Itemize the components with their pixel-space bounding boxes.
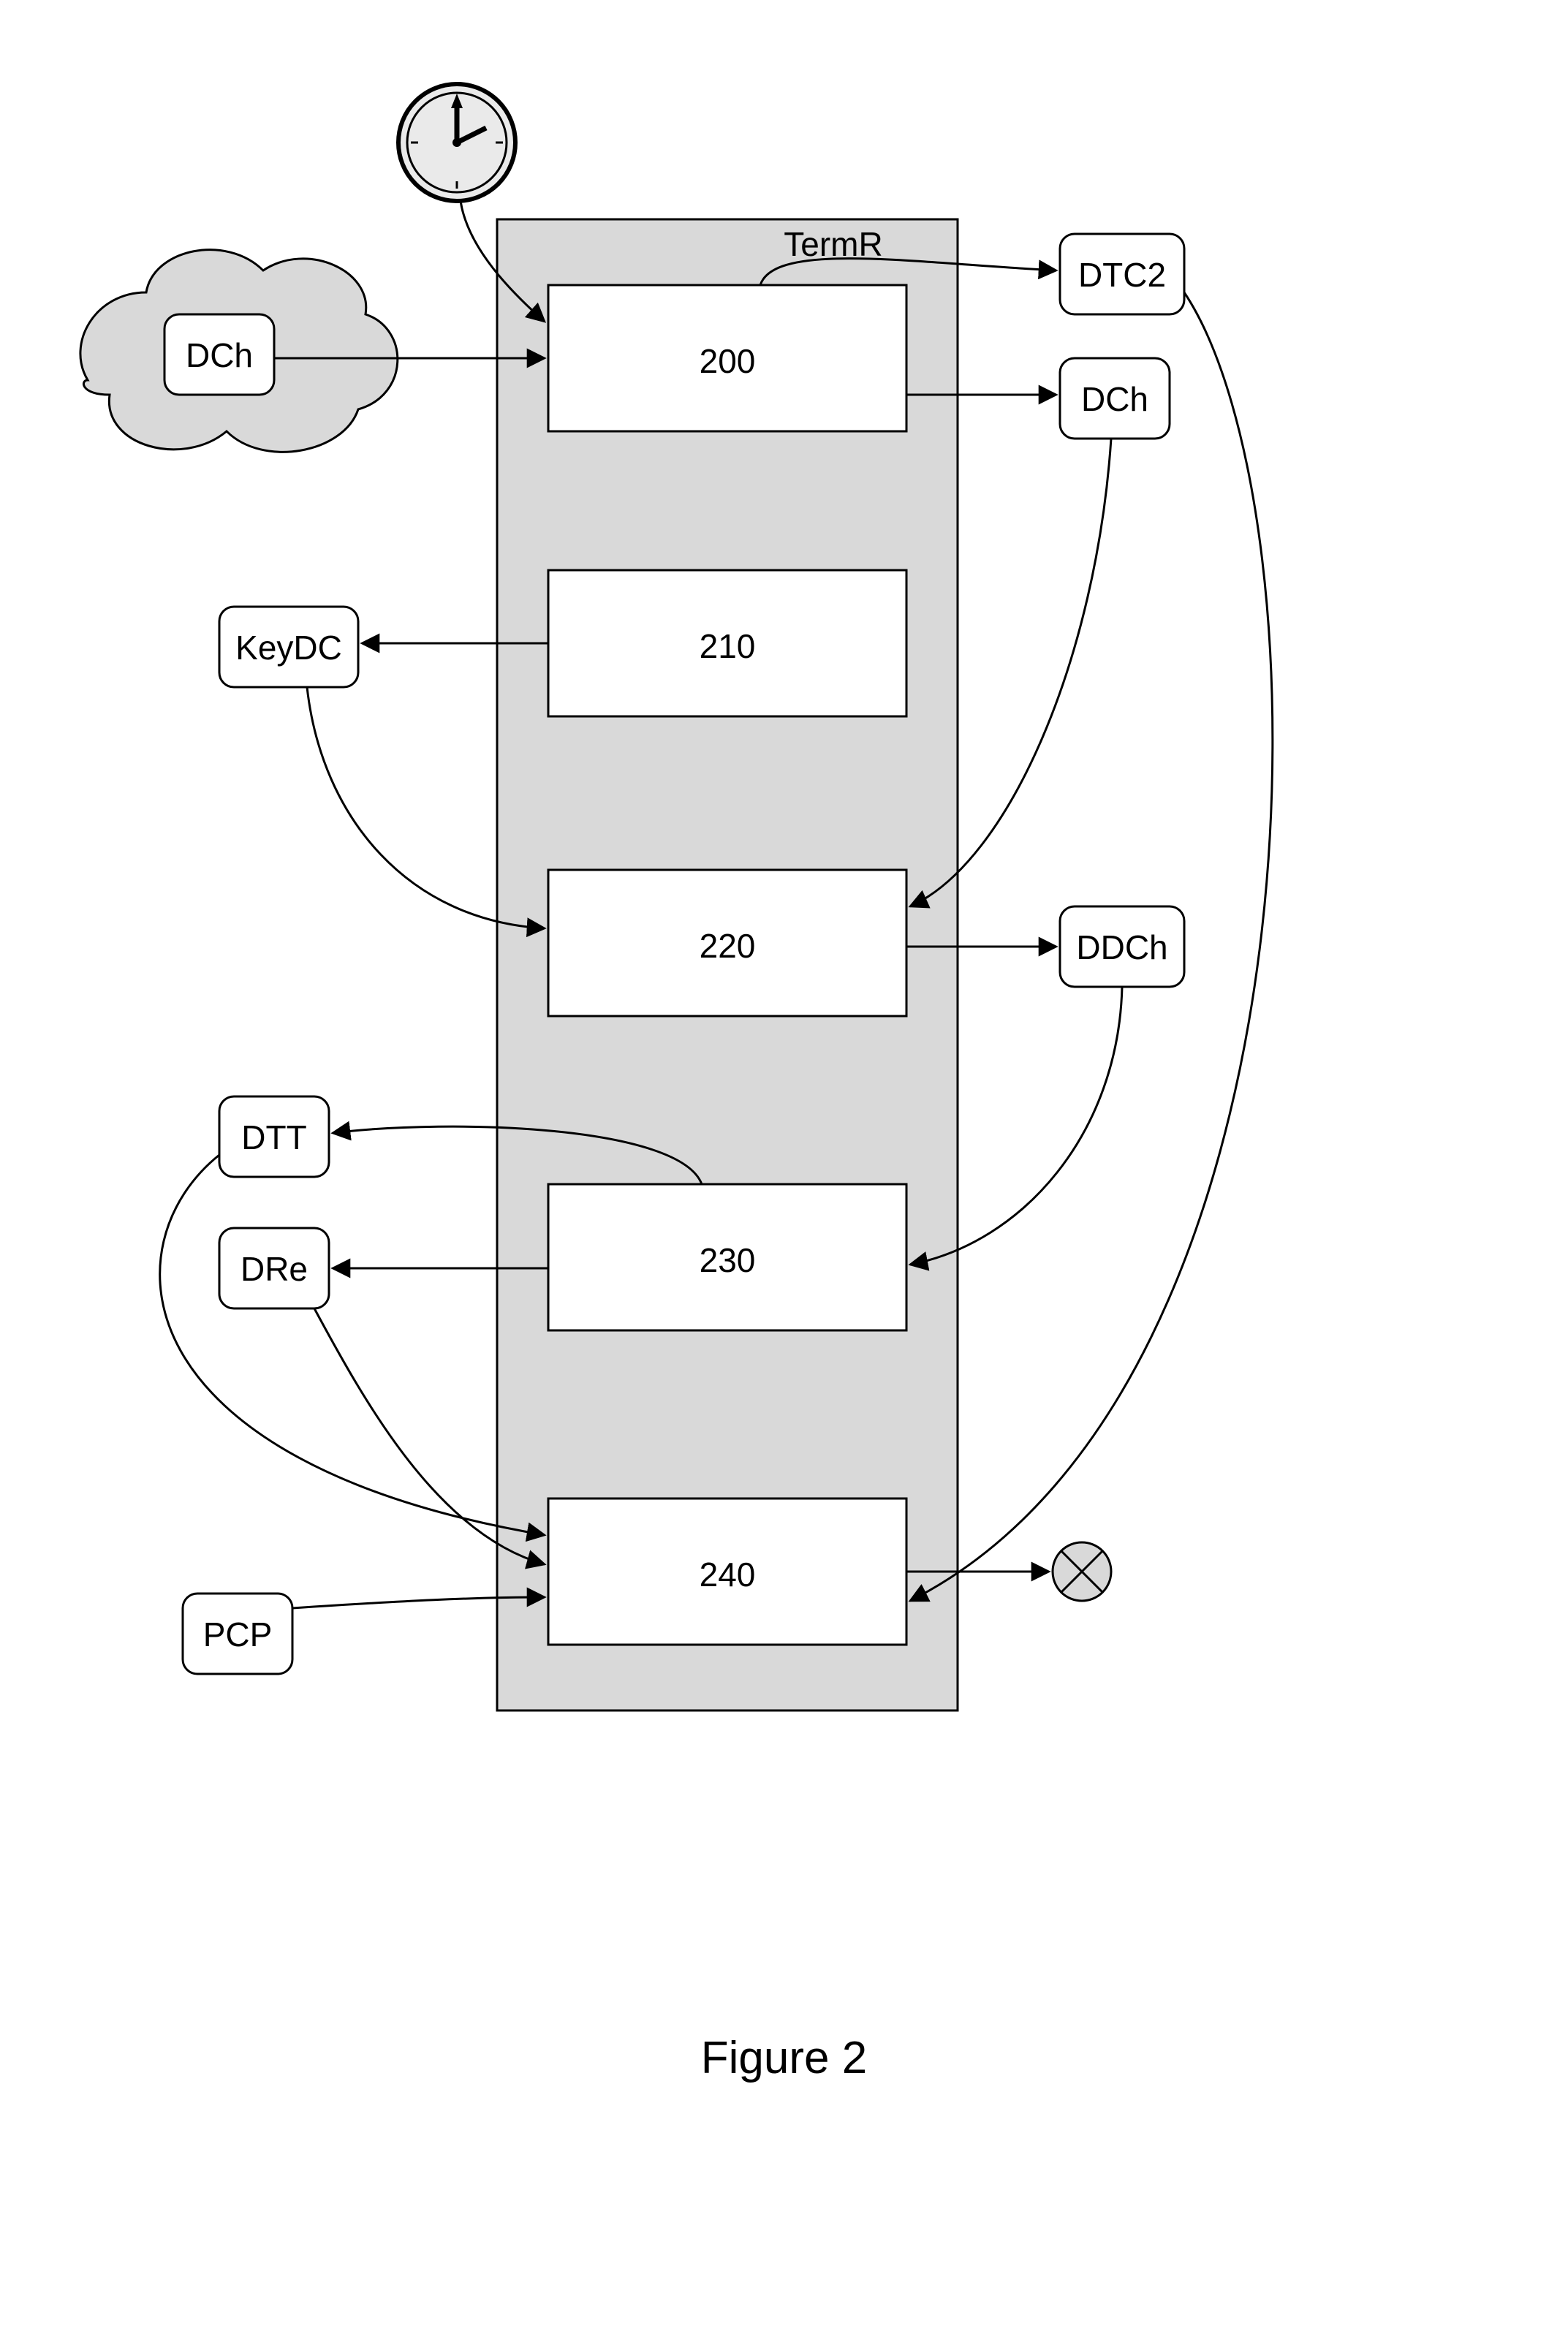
block-200: 200	[548, 285, 906, 431]
node-dch-in-label: DCh	[186, 336, 253, 374]
block-230: 230	[548, 1184, 906, 1330]
page: TermR 200 210 220 230 240 DCh KeyDC DTT …	[0, 0, 1568, 2334]
node-dch-in: DCh	[164, 314, 274, 395]
block-200-label: 200	[700, 342, 756, 380]
main-panel-label: TermR	[784, 225, 882, 263]
clock-icon	[398, 84, 515, 201]
node-dch-out: DCh	[1060, 358, 1170, 439]
node-dre: DRe	[219, 1228, 329, 1308]
node-dre-label: DRe	[240, 1250, 308, 1288]
block-210-label: 210	[700, 627, 756, 665]
node-dtc2-label: DTC2	[1078, 256, 1166, 294]
block-210: 210	[548, 570, 906, 716]
node-pcp: PCP	[183, 1594, 292, 1674]
terminator-icon	[1053, 1542, 1111, 1601]
block-220: 220	[548, 870, 906, 1016]
node-ddch: DDCh	[1060, 906, 1184, 987]
node-ddch-label: DDCh	[1076, 928, 1167, 966]
figure-caption: Figure 2	[0, 2032, 1568, 2084]
block-240: 240	[548, 1498, 906, 1645]
block-240-label: 240	[700, 1556, 756, 1594]
block-220-label: 220	[700, 927, 756, 965]
node-dtt-label: DTT	[241, 1118, 306, 1156]
node-dch-out-label: DCh	[1081, 380, 1148, 418]
diagram-svg: TermR 200 210 220 230 240 DCh KeyDC DTT …	[0, 0, 1568, 2334]
node-dtt: DTT	[219, 1096, 329, 1177]
node-keydc-label: KeyDC	[235, 629, 342, 667]
block-230-label: 230	[700, 1241, 756, 1279]
node-dtc2: DTC2	[1060, 234, 1184, 314]
edge-dtt-to-240	[160, 1155, 545, 1535]
node-pcp-label: PCP	[203, 1615, 273, 1653]
node-keydc: KeyDC	[219, 607, 358, 687]
